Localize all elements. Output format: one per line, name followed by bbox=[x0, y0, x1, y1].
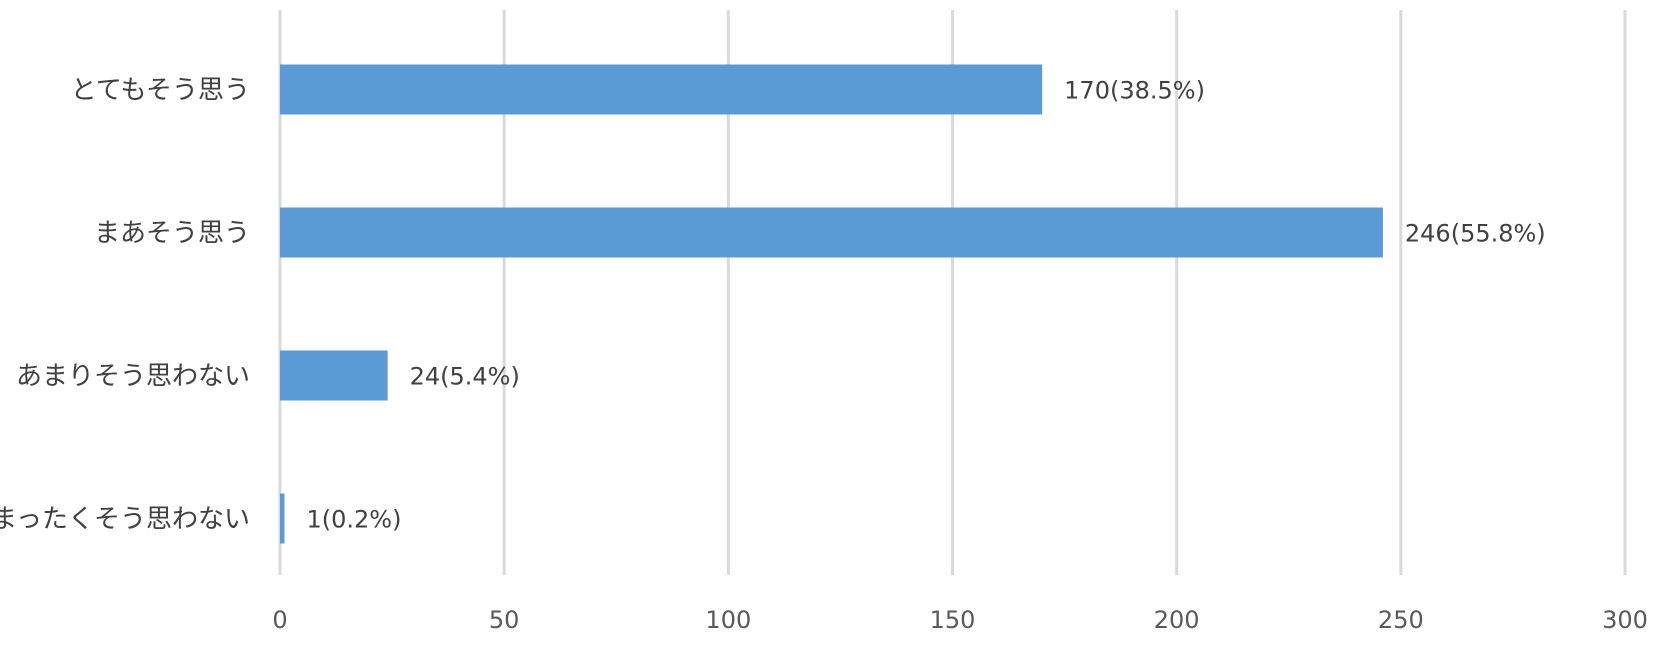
bar-1 bbox=[280, 207, 1383, 258]
data-label-2: 24(5.4%) bbox=[410, 363, 520, 391]
x-tick-label-200: 200 bbox=[1154, 606, 1200, 634]
bar-2 bbox=[280, 350, 388, 401]
data-labels: 170(38.5%) 246(55.8%) 24(5.4%) 1(0.2%) bbox=[306, 77, 1545, 534]
bar-3 bbox=[280, 493, 285, 544]
bar-0 bbox=[280, 64, 1043, 115]
x-tick-label-250: 250 bbox=[1378, 606, 1424, 634]
x-tick-label-300: 300 bbox=[1602, 606, 1648, 634]
x-tick-label-0: 0 bbox=[272, 606, 287, 634]
data-label-3: 1(0.2%) bbox=[306, 506, 401, 534]
category-label-0: とてもそう思う bbox=[71, 76, 250, 106]
data-label-0: 170(38.5%) bbox=[1064, 77, 1205, 105]
category-label-1: まあそう思う bbox=[94, 219, 250, 249]
category-label-2: あまりそう思わない bbox=[16, 362, 250, 392]
data-label-1: 246(55.8%) bbox=[1405, 220, 1546, 248]
x-tick-label-50: 50 bbox=[489, 606, 520, 634]
x-tick-label-100: 100 bbox=[705, 606, 751, 634]
bars bbox=[280, 64, 1383, 544]
x-tick-label-150: 150 bbox=[930, 606, 976, 634]
x-tick-labels: 0 50 100 150 200 250 300 bbox=[272, 606, 1648, 634]
category-label-3: まったくそう思わない bbox=[0, 505, 250, 535]
